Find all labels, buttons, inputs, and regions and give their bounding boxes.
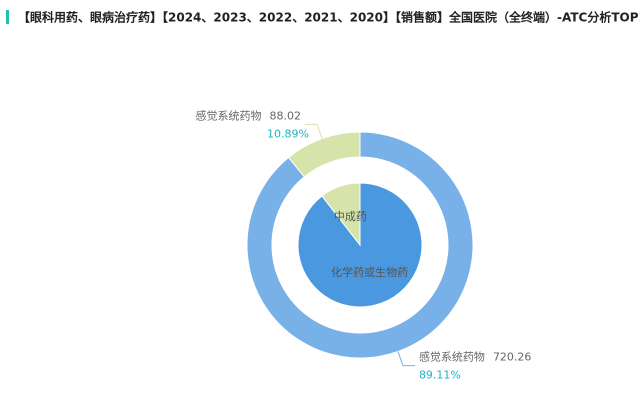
slice-label: 中成药	[334, 210, 367, 223]
slice-name: 感觉系统药物	[196, 108, 262, 122]
title-accent	[6, 10, 9, 24]
slice-percent: 89.11%	[419, 369, 461, 382]
slice-label: 感觉系统药物 88.02	[196, 108, 302, 122]
leader-line	[305, 123, 323, 139]
pie-slice	[246, 131, 474, 359]
slice-value: 720.26	[493, 351, 532, 364]
chart-title: 【眼科用药、眼病治疗药】【2024、2023、2022、2021、2020】【销…	[18, 10, 640, 25]
slice-label: 化学药或生物药	[331, 265, 408, 279]
slice-label: 感觉系统药物 720.26	[419, 350, 532, 364]
leader-line	[397, 351, 415, 367]
slice-name: 感觉系统药物	[419, 350, 485, 364]
pie-slice	[321, 182, 361, 247]
slice-value: 88.02	[270, 109, 302, 122]
slice-percent: 10.89%	[267, 127, 309, 140]
pie-slice	[287, 131, 361, 178]
